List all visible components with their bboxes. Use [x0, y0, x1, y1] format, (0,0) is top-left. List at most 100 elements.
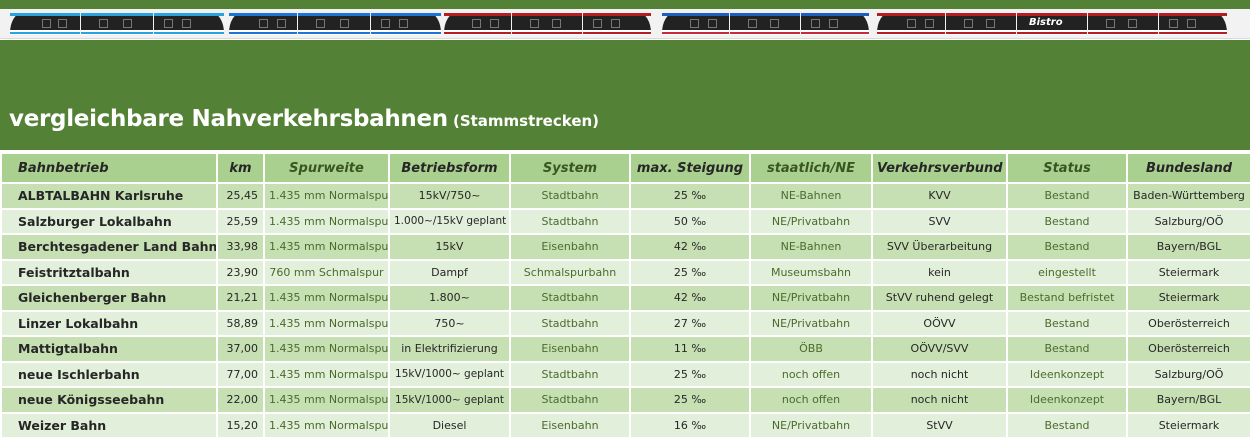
- cell-bahnbetrieb: Mattigtalbahn: [0, 335, 218, 363]
- cell-status: Bestand befristet: [1006, 284, 1128, 312]
- cell-verkehrsverbund: StVV: [871, 411, 1008, 439]
- cell-max-steigung: 16 ‰: [629, 411, 751, 439]
- cell-status: eingestellt: [1006, 258, 1128, 286]
- cell-status: Ideenkonzept: [1006, 360, 1128, 388]
- cell-status: Bestand: [1006, 182, 1128, 210]
- train-illustration-blue-red: [662, 13, 870, 35]
- cell-max-steigung: 50 ‰: [629, 207, 751, 235]
- table-row: neue Königsseebahn 22,00 1.435 mm Normal…: [0, 386, 1250, 414]
- train-banner: Bistro: [0, 9, 1250, 39]
- cell-km: 22,00: [216, 386, 265, 414]
- cell-system: Schmalspurbahn: [509, 258, 631, 286]
- cell-status: Bestand: [1006, 411, 1128, 439]
- table-row: neue Ischlerbahn 77,00 1.435 mm Normalsp…: [0, 360, 1250, 388]
- cell-km: 15,20: [216, 411, 265, 439]
- cell-spurweite: 1.435 mm Normalspur: [263, 207, 390, 235]
- table-row: Linzer Lokalbahn 58,89 1.435 mm Normalsp…: [0, 309, 1250, 337]
- cell-verkehrsverbund: kein: [871, 258, 1008, 286]
- cell-bundesland: Baden-Württemberg: [1126, 182, 1250, 210]
- cell-system: Stadtbahn: [509, 309, 631, 337]
- table-row: Berchtesgadener Land Bahn 33,98 1.435 mm…: [0, 233, 1250, 261]
- cell-system: Stadtbahn: [509, 207, 631, 235]
- header-system: System: [509, 152, 631, 184]
- cell-verkehrsverbund: OÖVV/SVV: [871, 335, 1008, 363]
- cell-spurweite: 1.435 mm Normalspur: [263, 386, 390, 414]
- cell-km: 58,89: [216, 309, 265, 337]
- cell-km: 25,59: [216, 207, 265, 235]
- top-green-strip: [0, 0, 1250, 9]
- cell-bundesland: Bayern/BGL: [1126, 233, 1250, 261]
- cell-spurweite: 1.435 mm Normalspur: [263, 360, 390, 388]
- cell-staatlich-ne: NE/Privatbahn: [749, 284, 873, 312]
- cell-bundesland: Steiermark: [1126, 258, 1250, 286]
- cell-km: 23,90: [216, 258, 265, 286]
- cell-km: 77,00: [216, 360, 265, 388]
- cell-betriebsform: 15kV/750~: [388, 182, 511, 210]
- cell-spurweite: 1.435 mm Normalspur: [263, 309, 390, 337]
- page-title-main: vergleichbare Nahverkehrsbahnen: [9, 106, 448, 132]
- cell-km: 25,45: [216, 182, 265, 210]
- cell-max-steigung: 25 ‰: [629, 258, 751, 286]
- cell-max-steigung: 11 ‰: [629, 335, 751, 363]
- cell-spurweite: 1.435 mm Normalspur: [263, 284, 390, 312]
- cell-betriebsform: Diesel: [388, 411, 511, 439]
- table-row: Mattigtalbahn 37,00 1.435 mm Normalspur …: [0, 335, 1250, 363]
- train-illustration-blue-1: [10, 13, 225, 35]
- cell-betriebsform: 15kV: [388, 233, 511, 261]
- cell-km: 21,21: [216, 284, 265, 312]
- cell-km: 33,98: [216, 233, 265, 261]
- table-row: Gleichenberger Bahn 21,21 1.435 mm Norma…: [0, 284, 1250, 312]
- cell-spurweite: 1.435 mm Normalspur: [263, 182, 390, 210]
- cell-status: Bestand: [1006, 233, 1128, 261]
- cell-bundesland: Steiermark: [1126, 411, 1250, 439]
- cell-verkehrsverbund: noch nicht: [871, 360, 1008, 388]
- cell-bahnbetrieb: Salzburger Lokalbahn: [0, 207, 218, 235]
- cell-system: Stadtbahn: [509, 386, 631, 414]
- cell-spurweite: 1.435 mm Normalspur: [263, 411, 390, 439]
- header-verkehrsverbund: Verkehrsverbund: [871, 152, 1008, 184]
- header-betriebsform: Betriebsform: [388, 152, 511, 184]
- cell-betriebsform: 15kV/1000~ geplant: [388, 360, 511, 388]
- header-staatlich-ne: staatlich/NE: [749, 152, 873, 184]
- train-illustration-blue-2: [229, 13, 442, 35]
- cell-staatlich-ne: NE-Bahnen: [749, 182, 873, 210]
- cell-staatlich-ne: NE/Privatbahn: [749, 411, 873, 439]
- cell-staatlich-ne: NE-Bahnen: [749, 233, 873, 261]
- cell-betriebsform: 15kV/1000~ geplant: [388, 386, 511, 414]
- cell-staatlich-ne: noch offen: [749, 386, 873, 414]
- cell-spurweite: 1.435 mm Normalspur: [263, 233, 390, 261]
- cell-system: Eisenbahn: [509, 411, 631, 439]
- page-title-sub: (Stammstrecken): [452, 112, 600, 130]
- cell-staatlich-ne: NE/Privatbahn: [749, 207, 873, 235]
- header-spurweite: Spurweite: [263, 152, 390, 184]
- cell-spurweite: 760 mm Schmalspur: [263, 258, 390, 286]
- train-illustration-red-bistro: Bistro: [877, 13, 1228, 35]
- cell-bahnbetrieb: ALBTALBAHN Karlsruhe: [0, 182, 218, 210]
- header-bundesland: Bundesland: [1126, 152, 1250, 184]
- bistro-label: Bistro: [1029, 17, 1063, 28]
- cell-verkehrsverbund: OÖVV: [871, 309, 1008, 337]
- header-bahnbetrieb: Bahnbetrieb: [0, 152, 218, 184]
- cell-system: Stadtbahn: [509, 182, 631, 210]
- cell-bahnbetrieb: Weizer Bahn: [0, 411, 218, 439]
- title-band: [0, 40, 1250, 150]
- header-max-steigung: max. Steigung: [629, 152, 751, 184]
- cell-bundesland: Salzburg/OÖ: [1126, 207, 1250, 235]
- cell-km: 37,00: [216, 335, 265, 363]
- train-illustration-red-1: [444, 13, 652, 35]
- cell-staatlich-ne: Museumsbahn: [749, 258, 873, 286]
- cell-system: Stadtbahn: [509, 360, 631, 388]
- cell-staatlich-ne: NE/Privatbahn: [749, 309, 873, 337]
- cell-system: Stadtbahn: [509, 284, 631, 312]
- cell-status: Ideenkonzept: [1006, 386, 1128, 414]
- cell-bundesland: Bayern/BGL: [1126, 386, 1250, 414]
- cell-status: Bestand: [1006, 335, 1128, 363]
- cell-system: Eisenbahn: [509, 335, 631, 363]
- header-km: km: [216, 152, 265, 184]
- cell-staatlich-ne: ÖBB: [749, 335, 873, 363]
- cell-betriebsform: 750~: [388, 309, 511, 337]
- cell-max-steigung: 25 ‰: [629, 360, 751, 388]
- cell-system: Eisenbahn: [509, 233, 631, 261]
- cell-bahnbetrieb: Berchtesgadener Land Bahn: [0, 233, 218, 261]
- cell-bundesland: Oberösterreich: [1126, 309, 1250, 337]
